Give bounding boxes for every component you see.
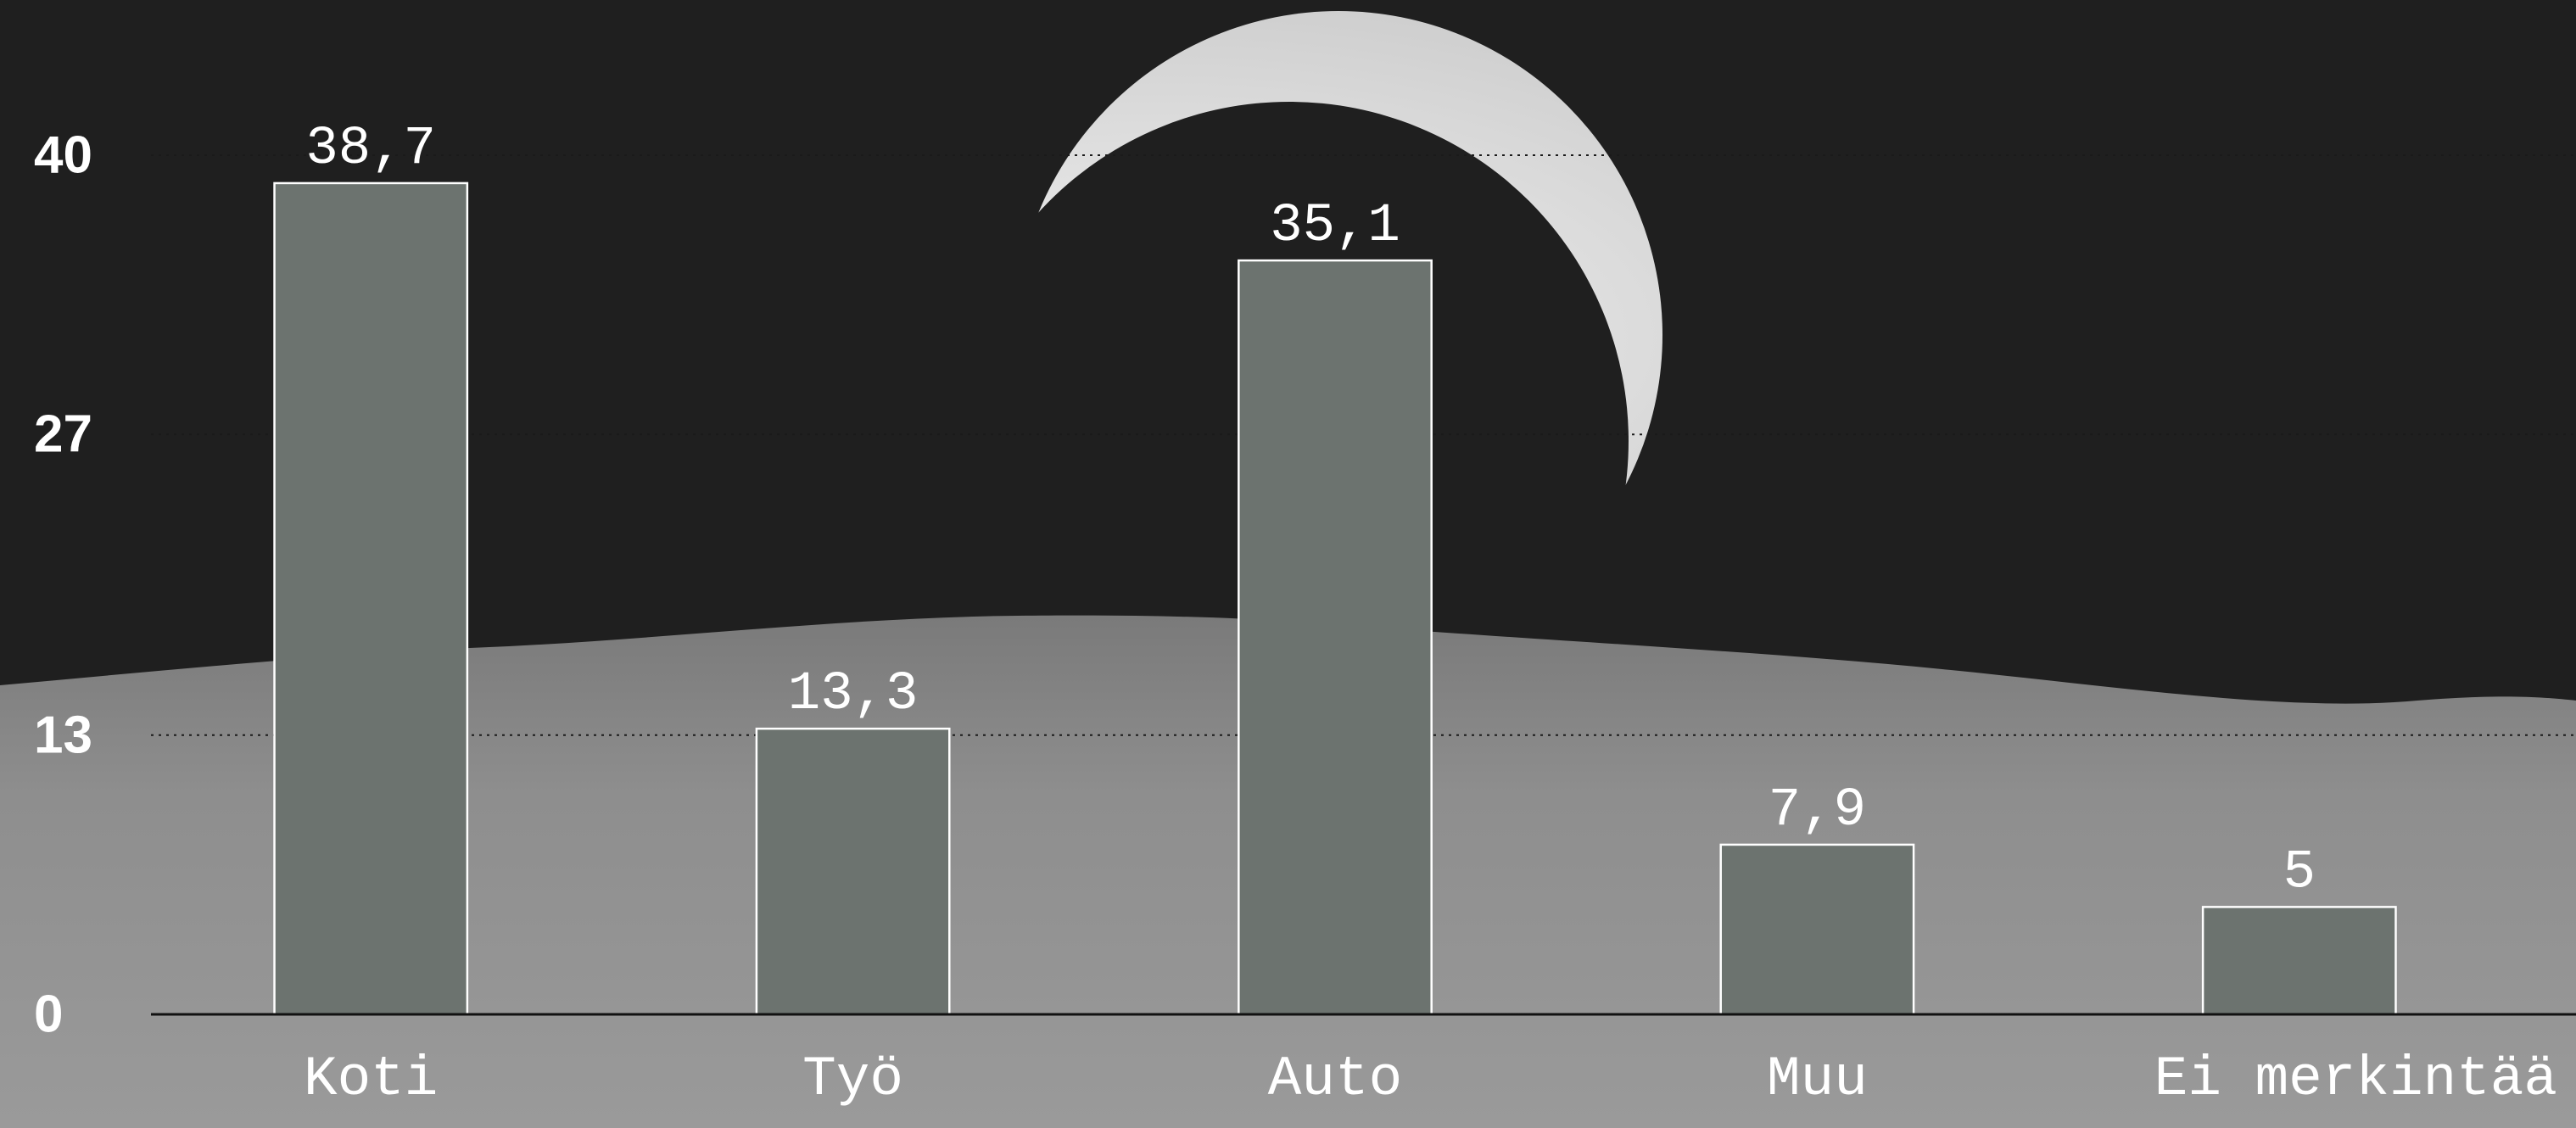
x-tick-label: Muu bbox=[1767, 1047, 1868, 1111]
y-tick-label: 0 bbox=[34, 986, 63, 1044]
value-label: 38,7 bbox=[305, 119, 436, 180]
bar-3 bbox=[1719, 843, 1915, 1016]
bar-4 bbox=[2201, 906, 2397, 1016]
value-labels: 38,7 13,3 35,1 7,9 5 bbox=[305, 119, 2316, 903]
x-tick-label: Koti bbox=[304, 1047, 438, 1111]
value-label: 7,9 bbox=[1769, 780, 1866, 841]
value-label: 13,3 bbox=[788, 664, 919, 725]
x-tick-label: Ei merkintää bbox=[2154, 1047, 2557, 1111]
x-axis-ticks: Koti Työ Auto Muu Ei merkintää bbox=[304, 1047, 2557, 1111]
y-tick-label: 40 bbox=[34, 126, 92, 185]
bar-1 bbox=[755, 727, 951, 1016]
y-axis-ticks: 0 13 27 40 bbox=[34, 126, 92, 1044]
value-label: 35,1 bbox=[1270, 196, 1400, 257]
x-tick-label: Auto bbox=[1268, 1047, 1402, 1111]
bars bbox=[273, 181, 2397, 1016]
bar-2 bbox=[1238, 259, 1433, 1016]
x-tick-label: Työ bbox=[802, 1047, 903, 1111]
value-label: 5 bbox=[2283, 842, 2316, 903]
bar-0 bbox=[273, 181, 469, 1016]
y-tick-label: 13 bbox=[34, 706, 92, 764]
y-tick-label: 27 bbox=[34, 405, 92, 464]
